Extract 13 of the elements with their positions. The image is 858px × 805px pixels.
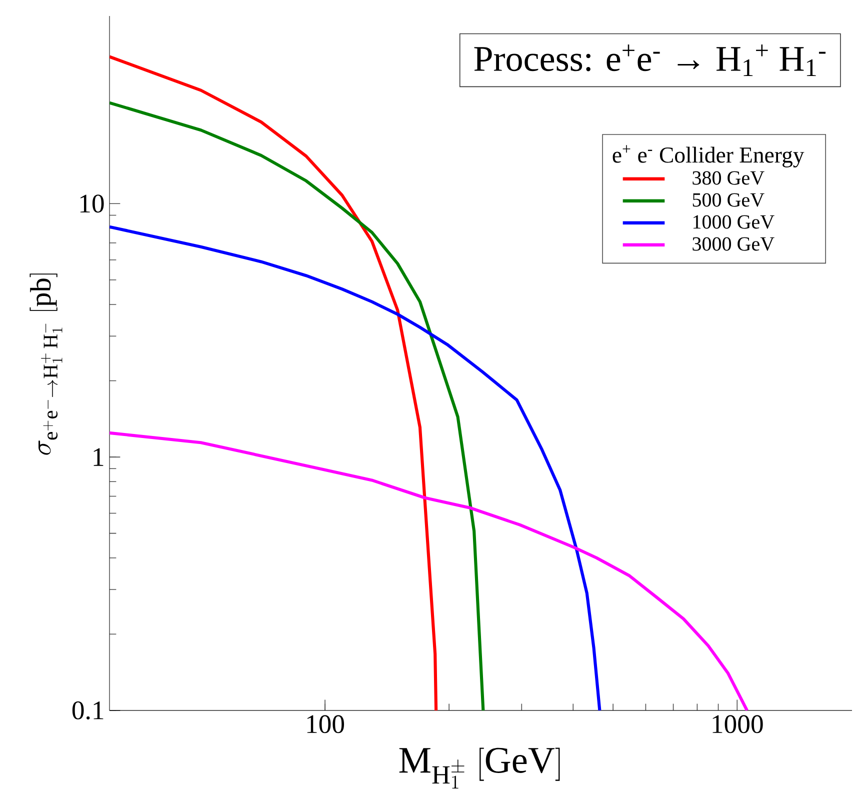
legend-label: 380 GeV bbox=[692, 171, 764, 185]
x-axis-title: $\mathrm{M}_{\mathrm{H}_1^{\pm}}\ [\mathrm{GeV}]$ bbox=[399, 748, 560, 788]
legend-label: 1000 GeV bbox=[693, 215, 774, 229]
y-tick-label: 10 bbox=[80, 194, 104, 213]
y-tick-label: 1 bbox=[94, 448, 104, 466]
legend-label: 500 GeV bbox=[692, 193, 764, 207]
legend-label: 3000 GeV bbox=[692, 237, 774, 251]
y-tick-label: 0.1 bbox=[72, 701, 104, 720]
legend-title: e$^{+}$ e$^{-}$ Collider Energy bbox=[612, 145, 804, 168]
x-tick-label: 1000 bbox=[712, 715, 763, 734]
x-tick-label: 100 bbox=[307, 715, 344, 734]
chart-title: Process: e$^{+}$e$^{-}$ → H$_{1}$$^{+}$ H$_{1}$- bbox=[474, 44, 826, 76]
y-axis-title: $\sigma_{\mathrm{e}^{+}\mathrm{e}^{-} \to \mathrm{H}_1^{+}\,\mathrm{H}_1^{-}}\ [\mathrm{pb}]$ bbox=[30, 273, 62, 455]
